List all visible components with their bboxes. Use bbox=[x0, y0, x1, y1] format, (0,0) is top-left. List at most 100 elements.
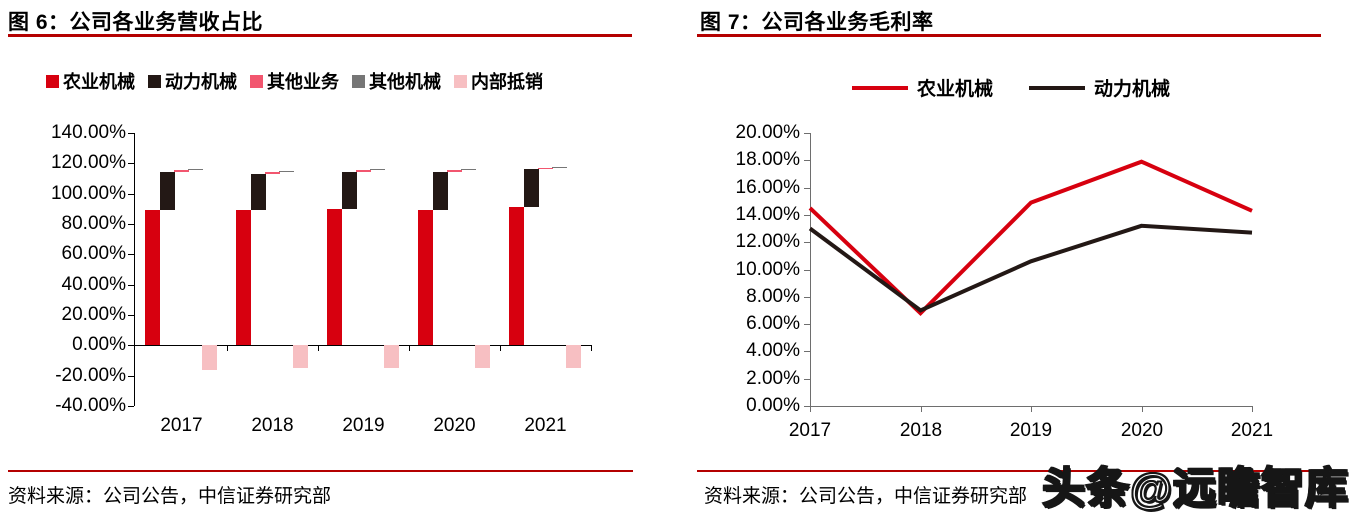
y-axis-tick-label: 10.00% bbox=[735, 258, 800, 280]
legend-item-1: 动力机械 bbox=[1029, 74, 1170, 101]
y-axis-tick-label: 16.00% bbox=[735, 176, 800, 198]
bar-segment-内部抵销 bbox=[202, 345, 217, 370]
x-axis-line bbox=[134, 345, 591, 346]
figure6-source-divider bbox=[8, 470, 633, 472]
y-axis-tick bbox=[128, 314, 134, 316]
bar-segment-动力机械 bbox=[251, 173, 266, 211]
x-axis-label: 2020 bbox=[433, 415, 476, 436]
figure7-title: 图 7：公司各业务毛利率 bbox=[700, 11, 934, 34]
x-axis-tick bbox=[1031, 406, 1032, 412]
legend-square-swatch bbox=[454, 74, 467, 88]
x-axis-label: 2017 bbox=[160, 415, 203, 436]
y-axis-tick bbox=[128, 193, 134, 195]
bar-segment-农业机械 bbox=[327, 208, 342, 346]
y-axis-tick bbox=[804, 242, 810, 244]
figure6-bar-chart: 140.00% 120.00% 100.00% 80.00% 60.00% 40.00% 2… bbox=[0, 120, 665, 450]
y-axis-tick-label: 18.00% bbox=[735, 149, 800, 171]
bar-segment-其他机械 bbox=[370, 169, 385, 171]
bar-segment-其他业务 bbox=[265, 171, 280, 174]
y-axis-tick-label: 0.00% bbox=[72, 334, 126, 356]
figure6-legend: 农业机械 动力机械 其他业务 其他机械 内部抵销 bbox=[46, 68, 543, 94]
figure7-legend: 农业机械 动力机械 bbox=[700, 74, 1322, 101]
legend-label: 农业机械 bbox=[916, 79, 993, 100]
figure7-source-divider bbox=[697, 470, 1346, 472]
y-axis-line bbox=[810, 133, 811, 406]
y-axis-tick bbox=[128, 223, 134, 225]
x-axis-label: 2021 bbox=[524, 415, 567, 436]
line-chart-canvas bbox=[808, 159, 1253, 316]
y-axis-tick-label: 0.00% bbox=[746, 395, 800, 416]
x-axis-tick bbox=[227, 345, 228, 351]
x-axis-tick bbox=[500, 345, 501, 351]
y-axis-tick bbox=[128, 163, 134, 165]
bar-segment-内部抵销 bbox=[293, 345, 308, 368]
x-axis-tick bbox=[810, 406, 811, 412]
x-axis-label: 2017 bbox=[788, 420, 832, 441]
bar-segment-其他机械 bbox=[188, 169, 203, 171]
x-axis-tick bbox=[921, 406, 922, 412]
bar-segment-其他机械 bbox=[552, 167, 567, 168]
bar-segment-其他机械 bbox=[461, 169, 476, 171]
y-axis-line bbox=[134, 133, 135, 406]
legend-label: 动力机械 bbox=[165, 72, 237, 92]
y-axis-tick-label: 20.00% bbox=[735, 122, 800, 143]
legend-square-swatch bbox=[46, 74, 59, 88]
legend-item-3: 其他机械 bbox=[352, 68, 441, 94]
x-axis-tick bbox=[591, 345, 592, 351]
x-axis-label: 2020 bbox=[1120, 420, 1164, 441]
legend-label: 农业机械 bbox=[63, 72, 135, 92]
figure6-title-underline bbox=[8, 34, 632, 37]
y-axis-tick bbox=[128, 284, 134, 286]
y-axis-tick-label: 60.00% bbox=[61, 243, 126, 265]
y-axis-tick bbox=[128, 345, 134, 347]
bar-segment-内部抵销 bbox=[384, 345, 399, 368]
y-axis-tick bbox=[128, 375, 134, 377]
bar-segment-农业机械 bbox=[509, 207, 524, 346]
y-axis-tick bbox=[804, 324, 810, 326]
y-axis-tick-label: 2.00% bbox=[746, 367, 800, 389]
y-axis-tick bbox=[804, 351, 810, 353]
legend-square-swatch bbox=[250, 74, 263, 88]
y-axis-tick-label: -40.00% bbox=[55, 394, 126, 416]
bar-segment-农业机械 bbox=[145, 210, 160, 346]
bar-segment-其他业务 bbox=[538, 167, 553, 170]
y-axis-tick-label: 20.00% bbox=[61, 303, 126, 325]
bar-segment-其他业务 bbox=[447, 170, 462, 173]
y-axis-tick bbox=[804, 187, 810, 189]
legend-item-4: 内部抵销 bbox=[454, 68, 543, 94]
y-axis-tick-label: 120.00% bbox=[50, 152, 126, 174]
bar-segment-动力机械 bbox=[524, 169, 539, 208]
y-axis-tick-label: 8.00% bbox=[746, 285, 800, 307]
legend-label: 内部抵销 bbox=[471, 72, 543, 92]
y-axis-tick bbox=[804, 160, 810, 162]
bar-segment-动力机械 bbox=[160, 172, 175, 211]
bar-segment-动力机械 bbox=[342, 172, 357, 209]
legend-item-2: 其他业务 bbox=[250, 68, 339, 94]
legend-label: 其他机械 bbox=[369, 72, 441, 92]
x-axis-tick bbox=[409, 345, 410, 351]
legend-square-swatch bbox=[352, 74, 365, 88]
y-axis-tick-label: 6.00% bbox=[746, 313, 800, 335]
y-axis-tick-label: 100.00% bbox=[50, 182, 126, 204]
y-axis-tick bbox=[804, 296, 810, 298]
legend-label: 动力机械 bbox=[1094, 79, 1171, 100]
x-axis-tick bbox=[1142, 406, 1143, 412]
bar-segment-内部抵销 bbox=[566, 345, 581, 368]
bar-segment-动力机械 bbox=[433, 172, 448, 211]
x-axis-label: 2018 bbox=[899, 420, 943, 441]
legend-item-1: 动力机械 bbox=[148, 68, 237, 94]
figure6-title: 图 6：公司各业务营收占比 bbox=[8, 11, 264, 34]
legend-line-swatch bbox=[1029, 85, 1085, 90]
y-axis-tick-label: 14.00% bbox=[735, 203, 800, 225]
x-axis-label: 2021 bbox=[1230, 420, 1274, 441]
figure7-source: 资料来源：公司公告，中信证券研究部 bbox=[704, 486, 1028, 507]
legend-line-swatch bbox=[851, 85, 908, 90]
bar-segment-农业机械 bbox=[236, 210, 251, 346]
watermark-toutiao-yuanzhan: 头条@远瞻智库 bbox=[1041, 464, 1349, 513]
y-axis-tick bbox=[804, 406, 810, 407]
x-axis-label: 2019 bbox=[342, 415, 385, 436]
y-axis-tick bbox=[804, 378, 810, 380]
bar-segment-其他机械 bbox=[279, 170, 294, 172]
y-axis-tick-label: 140.00% bbox=[50, 122, 126, 143]
